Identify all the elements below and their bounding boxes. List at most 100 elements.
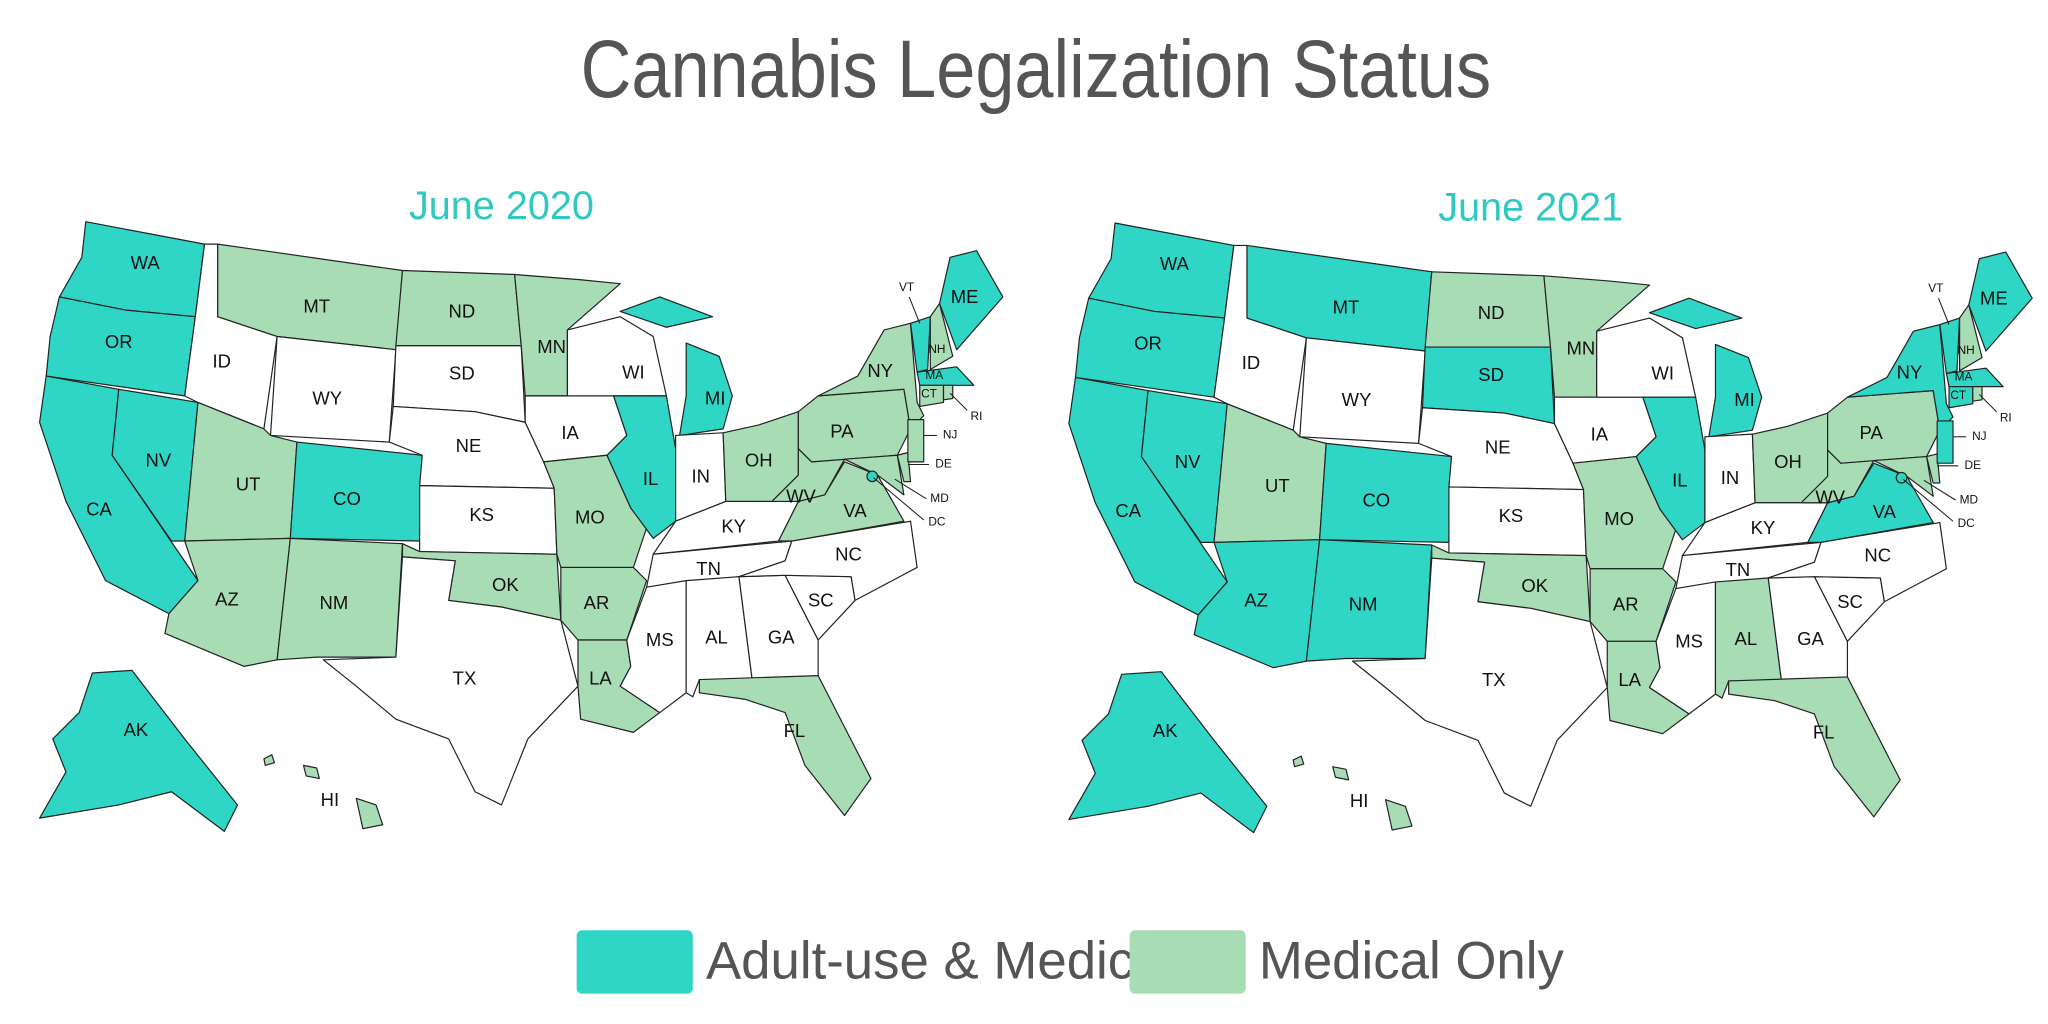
state-label: CA <box>1115 500 1141 521</box>
state-label: WI <box>622 361 645 382</box>
state-label: NH <box>1958 343 1975 357</box>
state-label: IN <box>1721 467 1739 488</box>
state-label: IA <box>561 422 579 443</box>
state <box>619 296 714 328</box>
leader-line <box>949 392 968 411</box>
state-label: DE <box>935 457 952 471</box>
state-label: MT <box>1333 297 1360 318</box>
state-label: OH <box>1774 451 1802 472</box>
state-label: MI <box>705 388 726 409</box>
state-label: AK <box>124 719 149 740</box>
state-map: June 2021 WA OR CA NV ID MT WY UT CO AZ NM ND SD NE KS O… <box>1068 185 2033 834</box>
state-label: AZ <box>1244 590 1268 611</box>
state-label: NY <box>867 360 893 381</box>
state-label: MD <box>930 491 948 505</box>
state-label: VA <box>1873 501 1897 522</box>
state-label: SD <box>1478 364 1504 385</box>
state-label: WA <box>131 252 161 273</box>
state-label: GA <box>768 627 795 648</box>
state-label: NY <box>1897 361 1923 382</box>
state-label: VA <box>843 500 867 521</box>
state <box>38 669 239 832</box>
state-label: WA <box>1160 253 1190 274</box>
legend-swatch <box>576 930 693 994</box>
state-label: VT <box>899 280 914 294</box>
state-label: NJ <box>943 428 958 442</box>
state-label: ND <box>449 301 476 322</box>
state-label: NC <box>835 543 862 564</box>
state-label: ID <box>212 351 230 372</box>
state <box>322 556 579 806</box>
legend-swatch <box>1129 930 1246 994</box>
state-map: June 2020 WA OR CA NV ID MT WY UT CO AZ NM ND SD NE KS O… <box>38 184 1004 832</box>
map-title: June 2020 <box>409 184 594 228</box>
state-label: OK <box>1521 575 1548 596</box>
state <box>1292 755 1305 768</box>
state-label: WY <box>312 388 342 409</box>
state <box>355 797 384 830</box>
state-label: NH <box>928 342 945 356</box>
state-label: IN <box>691 466 709 487</box>
state-label: IA <box>1591 423 1609 444</box>
state <box>1384 799 1413 831</box>
state-label: MN <box>1566 338 1595 359</box>
state <box>111 388 199 542</box>
state-label: VT <box>1928 281 1943 295</box>
state-label: AR <box>1613 594 1639 615</box>
state-label: OH <box>745 450 773 471</box>
state <box>1873 455 1934 497</box>
state-label: TN <box>1726 559 1751 580</box>
state-label: DC <box>928 515 946 529</box>
state-label: LA <box>589 667 612 688</box>
state <box>1968 251 2033 352</box>
state <box>1948 386 1974 409</box>
leader-line <box>1902 478 1954 522</box>
state <box>1972 386 1983 402</box>
state-label: TX <box>453 667 477 688</box>
state-label: AK <box>1153 720 1178 741</box>
map-title: June 2021 <box>1438 185 1623 229</box>
state-label: TN <box>696 558 721 579</box>
state-label: ME <box>951 286 979 307</box>
state-label: OR <box>1134 332 1162 353</box>
state-label: MI <box>1734 389 1755 410</box>
leader-line <box>873 477 925 521</box>
maps: June 2020 WA OR CA NV ID MT WY UT CO AZ NM ND SD NE KS O… <box>38 184 2033 834</box>
state-label: FL <box>1813 722 1835 743</box>
state-label: MT <box>303 295 330 316</box>
state <box>1958 304 1983 372</box>
state-label: WI <box>1651 363 1674 384</box>
state-label: MN <box>537 336 566 357</box>
state-label: PA <box>830 421 854 442</box>
state-label: MO <box>1604 508 1634 529</box>
state <box>678 342 733 437</box>
state-label: NM <box>1349 594 1378 615</box>
state <box>1068 671 1268 834</box>
state <box>1596 317 1697 398</box>
state-label: UT <box>236 473 261 494</box>
state <box>1846 324 1954 431</box>
state-label: ME <box>1980 287 2008 308</box>
state-label: NM <box>319 592 348 613</box>
state-label: AZ <box>215 588 239 609</box>
state-label: CO <box>333 488 361 509</box>
state-label: SC <box>1837 591 1863 612</box>
state-label: AR <box>584 592 610 613</box>
leader-line <box>894 478 927 500</box>
state-label: CT <box>1950 388 1966 402</box>
state <box>916 366 975 386</box>
state <box>1936 420 1954 464</box>
state-label: PA <box>1860 422 1884 443</box>
state <box>1708 343 1763 438</box>
state-label: HI <box>1350 790 1368 811</box>
state-label: NE <box>1485 437 1511 458</box>
state-label: OK <box>492 574 519 595</box>
state <box>797 388 912 463</box>
state <box>1648 297 1743 330</box>
state <box>1945 367 2004 388</box>
state-label: MD <box>1960 492 1978 506</box>
state <box>1635 396 1706 541</box>
state-label: TX <box>1482 669 1506 690</box>
